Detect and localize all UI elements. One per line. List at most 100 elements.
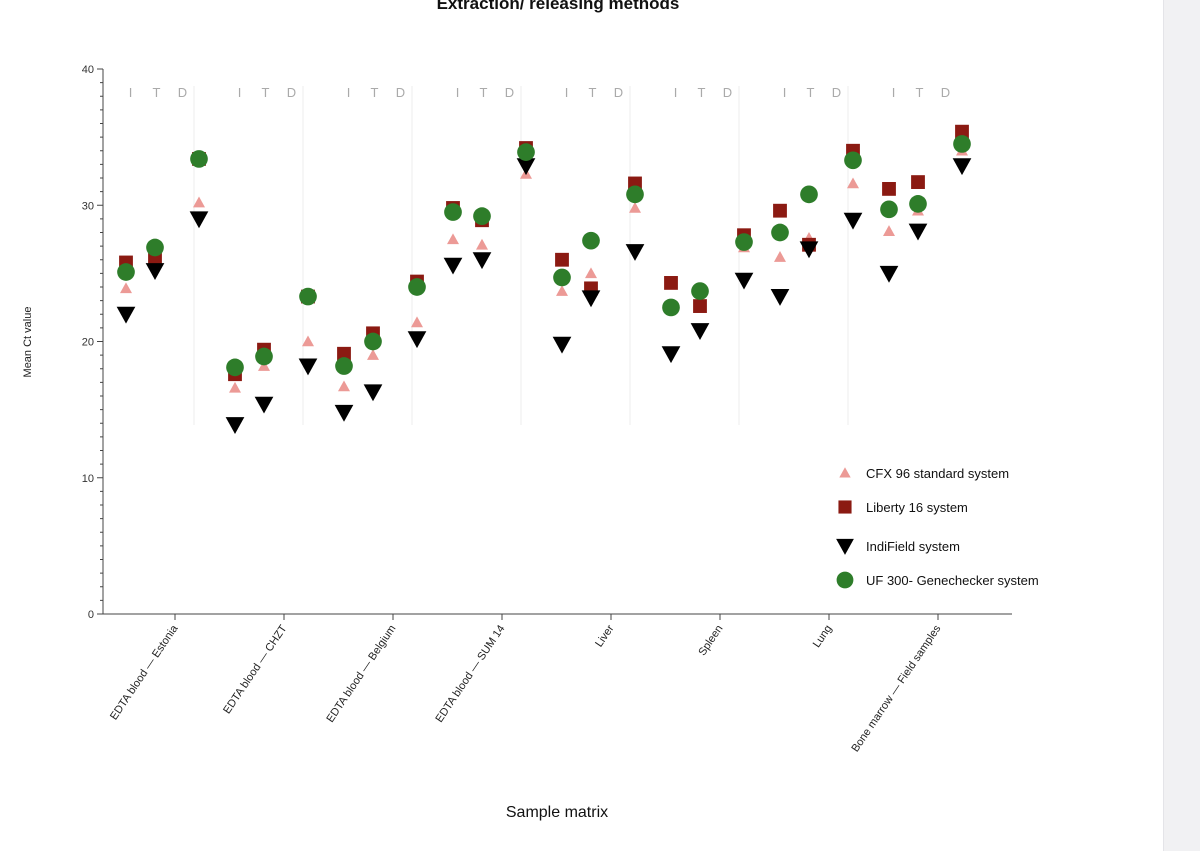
data-point <box>911 175 925 189</box>
chart-title: Extraction/ releasing methods <box>437 0 680 13</box>
data-point <box>444 203 462 221</box>
data-point <box>364 332 382 351</box>
data-point <box>774 251 786 262</box>
method-label-T: T <box>698 85 707 100</box>
data-point <box>955 124 969 139</box>
x-tick-label: Spleen <box>696 623 725 658</box>
data-point <box>255 347 273 366</box>
data-point <box>335 357 353 375</box>
data-point <box>799 241 819 259</box>
data-point <box>447 233 459 245</box>
data-point <box>556 285 568 296</box>
method-label-T: T <box>153 85 162 100</box>
data-point <box>735 233 753 251</box>
method-label-T: T <box>480 85 489 100</box>
data-point <box>552 336 572 354</box>
method-label-I: I <box>238 85 243 100</box>
legend-label: IndiField system <box>866 539 960 554</box>
method-label-I: I <box>892 85 897 100</box>
data-point <box>770 289 790 306</box>
data-point <box>302 335 314 347</box>
legend: CFX 96 standard system Liberty 16 system I… <box>836 466 1039 589</box>
data-point <box>299 287 317 306</box>
method-label-I: I <box>674 85 679 100</box>
data-point <box>690 323 710 340</box>
method-label-D: D <box>396 85 406 100</box>
method-label-I: I <box>129 85 134 100</box>
data-point <box>585 267 597 279</box>
y-tick-label: 10 <box>82 473 94 485</box>
y-tick-label: 40 <box>82 64 94 76</box>
data-point <box>516 158 536 176</box>
category-dividers <box>193 86 849 425</box>
data-point <box>879 265 899 283</box>
data-points <box>116 124 972 434</box>
data-point <box>411 316 423 328</box>
data-point <box>338 380 350 392</box>
x-axis-title: Sample matrix <box>506 804 608 821</box>
data-point <box>407 331 427 349</box>
data-point <box>229 381 241 393</box>
y-tick-label: 20 <box>82 337 94 349</box>
data-point <box>117 263 135 281</box>
x-tick-label: EDTA blood — Belgium <box>324 623 398 725</box>
data-point <box>662 298 680 317</box>
legend-marker <box>839 467 851 478</box>
method-label-D: D <box>941 85 951 100</box>
data-point <box>226 358 244 377</box>
window-scrollbar[interactable] <box>1163 0 1200 851</box>
method-label-D: D <box>832 85 842 100</box>
method-label-D: D <box>723 85 733 100</box>
method-label-I: I <box>565 85 570 100</box>
data-point <box>517 143 535 161</box>
data-point <box>337 346 351 361</box>
data-point <box>363 384 383 402</box>
y-tick-label: 30 <box>82 200 94 212</box>
legend-marker <box>836 571 854 589</box>
data-point <box>582 231 600 250</box>
legend-label: Liberty 16 system <box>866 500 968 515</box>
data-point <box>443 257 463 275</box>
data-point <box>472 252 492 270</box>
scatter-chart: Extraction/ releasing methods 010203040 … <box>22 0 1039 821</box>
data-point <box>225 417 245 434</box>
data-point <box>909 195 927 213</box>
data-point <box>193 196 205 208</box>
method-label-D: D <box>287 85 297 100</box>
y-tick-label: 0 <box>88 609 94 621</box>
data-point <box>553 268 571 287</box>
x-tick-label: Bone marrow — Field samples <box>849 623 943 755</box>
data-point <box>120 282 132 294</box>
data-point <box>473 207 491 225</box>
data-point <box>880 200 898 219</box>
method-label-I: I <box>347 85 352 100</box>
method-label-T: T <box>371 85 380 100</box>
data-point <box>581 290 601 308</box>
data-point <box>555 252 569 267</box>
x-tick-label: Liver <box>593 623 616 650</box>
legend-marker <box>838 500 852 514</box>
data-point <box>190 150 208 168</box>
data-point <box>800 185 818 204</box>
method-label-T: T <box>589 85 598 100</box>
data-point <box>771 223 789 242</box>
method-label-D: D <box>178 85 188 100</box>
method-label-D: D <box>614 85 624 100</box>
data-point <box>664 276 678 290</box>
data-point <box>626 185 644 204</box>
data-point <box>408 278 426 296</box>
x-tick-label: EDTA blood — SUM 14 <box>433 623 507 725</box>
method-label-T: T <box>916 85 925 100</box>
method-label-I: I <box>456 85 461 100</box>
data-point <box>908 223 928 241</box>
data-point <box>625 244 645 261</box>
data-point <box>146 238 164 257</box>
data-point <box>661 346 681 364</box>
legend-marker <box>836 538 854 555</box>
data-point <box>629 201 641 213</box>
data-point <box>298 358 318 376</box>
data-point <box>367 349 379 360</box>
data-point <box>334 404 354 422</box>
data-point <box>691 282 709 300</box>
